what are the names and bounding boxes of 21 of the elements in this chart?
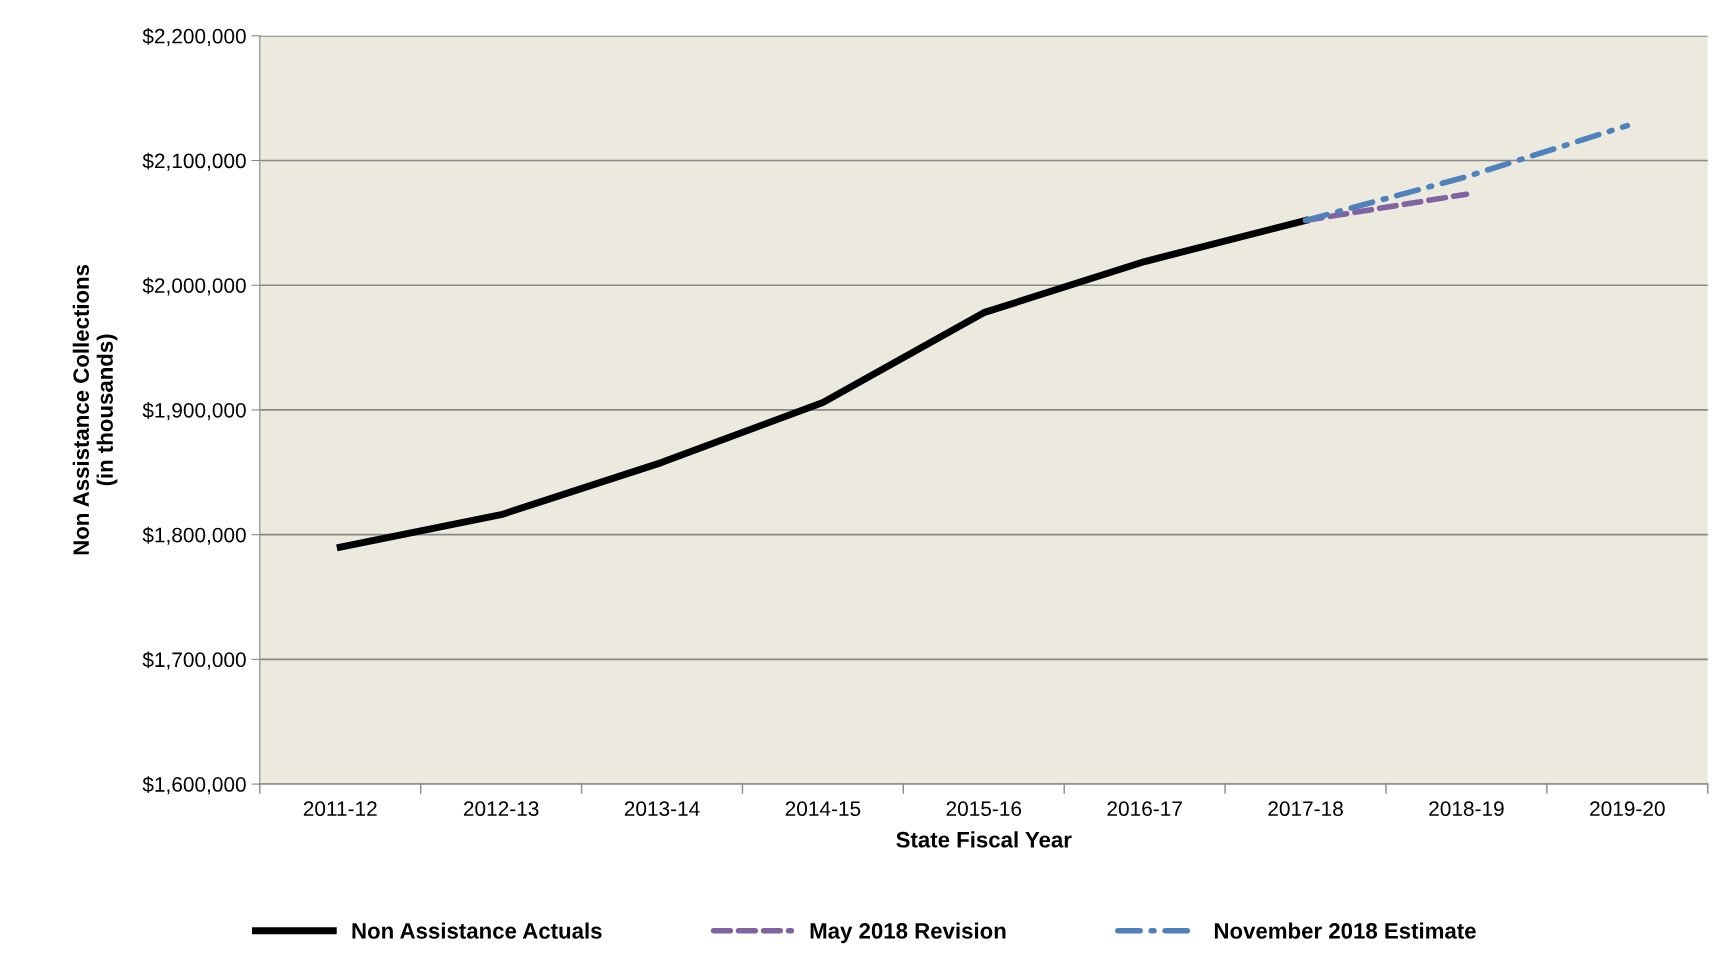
y-tick-label: $1,600,000	[142, 776, 246, 795]
x-tick-label: 2013-14	[624, 801, 700, 817]
x-tick-label: 2012-13	[463, 801, 539, 817]
y-tick-label: $2,000,000	[142, 277, 246, 296]
x-tick-label: 2016-17	[1107, 801, 1182, 817]
x-tick-label: 2015-16	[946, 801, 1022, 817]
x-axis-title: State Fiscal Year	[896, 831, 1072, 848]
y-tick-label: $1,900,000	[142, 402, 246, 421]
y-tick-label: $2,100,000	[142, 152, 246, 171]
x-tick-label: 2014-15	[785, 801, 861, 817]
legend-label: Non Assistance Actuals	[352, 922, 602, 939]
y-tick-label: $1,800,000	[142, 526, 246, 545]
x-tick-label: 2011-12	[303, 801, 377, 817]
x-tick-label: 2017-18	[1268, 801, 1343, 817]
legend-label: November 2018 Estimate	[1214, 922, 1476, 939]
x-tick-label: 2019-20	[1590, 801, 1665, 817]
y-tick-label: $2,200,000	[142, 27, 246, 47]
y-axis-title: Non Assistance Collections (in thousands)	[72, 264, 118, 555]
x-tick-label: 2018-19	[1429, 801, 1504, 817]
legend-label: May 2018 Revision	[810, 922, 1006, 944]
y-tick-label: $1,700,000	[142, 651, 246, 670]
